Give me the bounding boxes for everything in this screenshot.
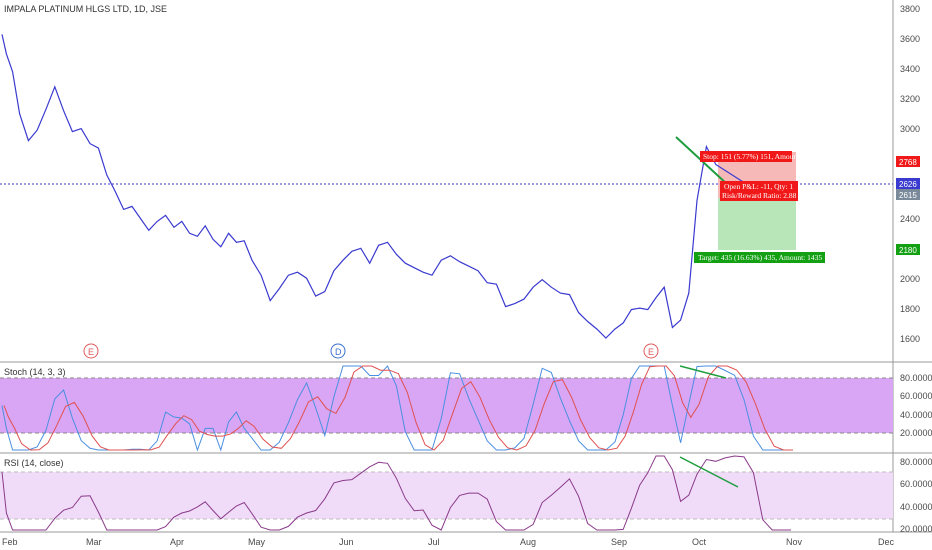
event-letter: E xyxy=(648,347,654,357)
entry-price-badge-text: 2615 xyxy=(899,191,917,200)
price-line xyxy=(1,34,791,339)
current-price-badge xyxy=(896,178,920,189)
time-label: Aug xyxy=(520,537,536,547)
time-label: Oct xyxy=(692,537,707,547)
price-tick: 3800 xyxy=(900,4,920,14)
price-tick: 1800 xyxy=(900,304,920,314)
stoch-title: Stoch (14, 3, 3) xyxy=(4,367,66,377)
price-tick: 3600 xyxy=(900,34,920,44)
price-tick: 1600 xyxy=(900,334,920,344)
stop-label: Stop: 151 (5.77%) 151, Amount: 849 xyxy=(703,152,815,161)
stoch-tick: 40.0000 xyxy=(900,410,932,420)
event-dividend[interactable]: D xyxy=(330,343,346,359)
rsi-tick: 20.0000 xyxy=(900,524,932,534)
event-earnings[interactable]: E xyxy=(643,343,659,359)
rsi-band xyxy=(0,472,893,519)
time-label: Jul xyxy=(428,537,440,547)
chart-title: IMPALA PLATINUM HLGS LTD, 1D, JSE xyxy=(4,4,167,14)
stoch-tick: 80.0000 xyxy=(900,373,932,383)
time-label: Jun xyxy=(339,537,354,547)
target-price-badge-text: 2180 xyxy=(899,246,917,255)
stoch-tick: 20.0000 xyxy=(900,428,932,438)
current-price-badge-text: 2626 xyxy=(899,180,917,189)
pnl-label-box[interactable] xyxy=(720,181,798,201)
price-tick: 2000 xyxy=(900,274,920,284)
time-label: Sep xyxy=(611,537,627,547)
target-label: Target: 435 (16.63%) 435, Amount: 1435 xyxy=(698,253,822,262)
trendline-rsi[interactable] xyxy=(679,456,739,488)
time-label: Mar xyxy=(86,537,102,547)
event-earnings[interactable]: E xyxy=(83,343,99,359)
time-label: Feb xyxy=(2,537,18,547)
stoch-tick: 60.0000 xyxy=(900,391,932,401)
time-label: May xyxy=(248,537,266,547)
stop-label-box[interactable] xyxy=(700,151,792,162)
target-label-box[interactable] xyxy=(694,252,825,263)
earnings-icon[interactable] xyxy=(643,343,659,359)
pnl-label: Open P&L: -11, Qty: 1 xyxy=(724,182,793,191)
dividend-icon[interactable] xyxy=(330,343,346,359)
time-label: Nov xyxy=(786,537,803,547)
target-price-badge xyxy=(896,244,920,255)
rsi-tick: 60.0000 xyxy=(900,479,932,489)
stop-price-badge-text: 2768 xyxy=(899,158,917,167)
time-label: Dec xyxy=(878,537,895,547)
earnings-icon[interactable] xyxy=(83,343,99,359)
profit-target-zone[interactable] xyxy=(718,198,796,250)
price-tick: 3400 xyxy=(900,64,920,74)
rsi-line xyxy=(1,455,791,531)
rsi-tick: 40.0000 xyxy=(900,502,932,512)
rsi-title: RSI (14, close) xyxy=(4,458,64,468)
risk-reward-label: Risk/Reward Ratio: 2.88 xyxy=(722,191,797,200)
trendline-stoch[interactable] xyxy=(679,365,727,379)
price-tick: 2400 xyxy=(900,214,920,224)
event-letter: D xyxy=(335,347,342,357)
stoch-band xyxy=(0,378,893,433)
time-label: Apr xyxy=(170,537,184,547)
event-letter: E xyxy=(88,347,94,357)
stop-price-badge xyxy=(896,156,920,167)
price-tick: 3000 xyxy=(900,124,920,134)
rsi-tick: 80.0000 xyxy=(900,457,932,467)
stoch-d-line xyxy=(3,365,793,451)
entry-price-badge xyxy=(896,189,920,200)
price-tick: 3200 xyxy=(900,94,920,104)
